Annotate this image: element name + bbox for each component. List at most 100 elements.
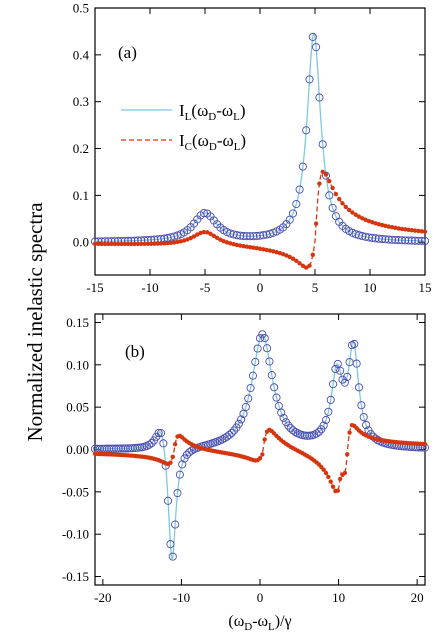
IC-point	[317, 181, 322, 186]
IL-point	[285, 215, 294, 224]
IL-point	[414, 236, 423, 245]
IL-point	[246, 384, 255, 393]
IC-point	[345, 452, 350, 457]
IL-point	[384, 235, 393, 244]
y-tick-label: 0.10	[66, 357, 89, 372]
legend-IL-label: IL(ωD-ωL)	[179, 101, 245, 123]
IC-point	[419, 229, 424, 234]
IL-point	[288, 426, 298, 435]
IC-point	[102, 241, 108, 247]
series-IC-markers	[92, 423, 428, 494]
y-tick-label: 0.1	[73, 188, 89, 203]
IC-point	[280, 251, 286, 257]
IC-point	[129, 241, 134, 247]
IC-point	[172, 442, 178, 447]
IL-point	[407, 236, 416, 245]
IC-point	[238, 243, 243, 248]
x-tick-label: -10	[141, 280, 158, 295]
IL-point	[164, 496, 173, 505]
y-tick-label: -0.15	[62, 569, 89, 584]
IC-point	[260, 452, 265, 457]
IC-point	[99, 241, 104, 247]
y-tick-label: 0.2	[73, 141, 89, 156]
IC-point	[96, 241, 101, 247]
IC-point	[393, 225, 398, 231]
x-tick-label: -10	[173, 590, 190, 605]
IC-point	[106, 241, 111, 247]
IC-point	[406, 227, 411, 233]
IC-point	[271, 249, 276, 254]
IC-point	[251, 245, 256, 250]
IC-point	[347, 430, 352, 435]
x-tick-label: 10	[332, 590, 345, 605]
IC-point	[274, 249, 279, 255]
IL-point	[270, 383, 279, 392]
IC-point	[409, 228, 414, 233]
series-IL-markers	[90, 330, 430, 561]
IL-point	[260, 334, 269, 343]
IL-point	[359, 413, 368, 422]
IL-point	[171, 520, 180, 529]
IL-point	[315, 93, 324, 102]
IL-point	[326, 395, 335, 404]
y-tick-label: 0.4	[73, 47, 90, 62]
IL-point	[255, 334, 265, 343]
IC-point	[356, 214, 362, 219]
IL-point	[263, 344, 272, 353]
y-tick-label: 0.5	[73, 1, 89, 16]
IL-point	[292, 199, 301, 209]
IL-point	[298, 162, 307, 171]
IC-point	[257, 246, 263, 251]
series-IL-line	[94, 333, 426, 560]
IL-point	[175, 470, 184, 479]
IC-point	[264, 247, 269, 253]
IC-point	[323, 470, 329, 476]
IC-point	[247, 244, 253, 250]
IC-point	[92, 241, 98, 247]
IL-point	[237, 415, 246, 424]
IL-point	[199, 209, 208, 218]
IL-point	[321, 171, 331, 180]
IC-point	[132, 241, 137, 247]
IC-point	[307, 263, 312, 268]
x-tick-label: 20	[411, 590, 424, 605]
IC-point	[337, 476, 343, 482]
IL-point	[145, 440, 154, 449]
IL-point	[246, 232, 255, 241]
IC-point	[277, 250, 282, 256]
IC-point	[297, 261, 302, 266]
IL-point	[244, 394, 253, 403]
IC-point	[396, 226, 401, 231]
series-IC-line	[95, 171, 426, 269]
IC-point	[399, 226, 405, 232]
IC-point	[188, 235, 193, 241]
IC-point	[168, 240, 174, 245]
IC-point	[323, 172, 329, 177]
IC-point	[389, 225, 395, 230]
IC-point	[346, 207, 352, 213]
IL-point	[336, 366, 345, 375]
IC-point	[353, 212, 358, 217]
IL-point	[253, 344, 262, 353]
IC-point	[376, 222, 381, 227]
x-tick-label: -5	[200, 280, 211, 295]
IL-point	[154, 428, 163, 438]
IL-point	[374, 234, 383, 243]
x-tick-label: 0	[257, 590, 264, 605]
IL-point	[404, 236, 413, 245]
IC-point	[328, 479, 333, 484]
IC-point	[175, 239, 180, 245]
IC-point	[321, 467, 326, 472]
IC-point	[383, 223, 388, 229]
IC-point	[165, 240, 170, 246]
IC-point	[373, 221, 378, 226]
IL-point	[241, 402, 250, 412]
IC-point	[142, 241, 147, 247]
IC-point	[178, 239, 183, 244]
IC-point	[211, 233, 216, 238]
IC-point	[205, 230, 210, 235]
IL-point	[265, 357, 274, 366]
IL-point	[312, 429, 321, 438]
IL-point	[321, 415, 331, 425]
